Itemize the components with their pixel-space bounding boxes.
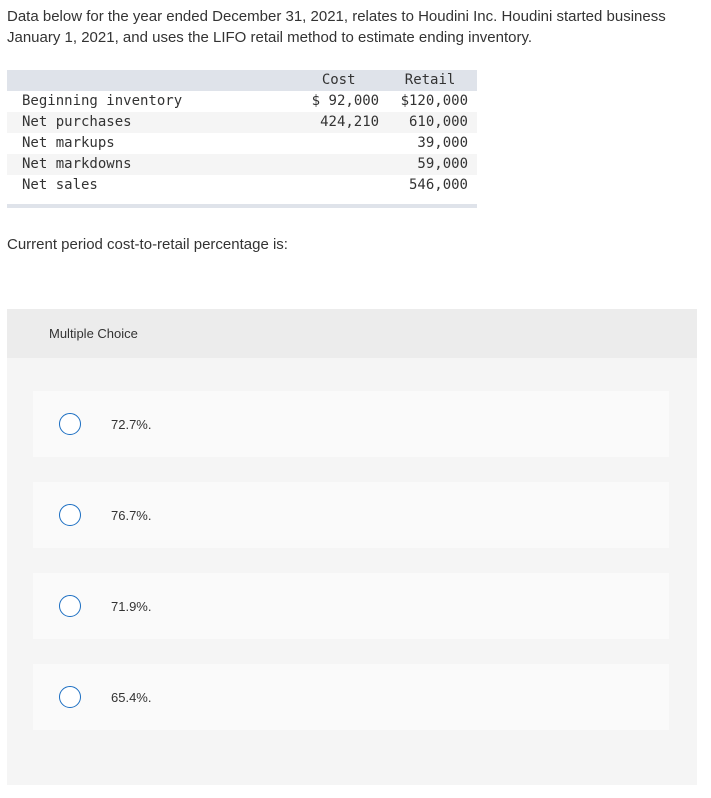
row-cost <box>294 154 383 175</box>
radio-button-icon[interactable] <box>59 686 81 708</box>
row-label: Net purchases <box>22 114 132 130</box>
question-intro: Data below for the year ended December 3… <box>7 6 703 48</box>
answer-option-3[interactable]: 71.9%. <box>33 573 669 639</box>
header-cost: Cost <box>321 72 356 88</box>
radio-button-icon[interactable] <box>59 504 81 526</box>
table-row: Net markups 39,000 <box>7 133 477 154</box>
answer-option-4[interactable]: 65.4%. <box>33 664 669 730</box>
row-cost <box>294 175 383 196</box>
table-row: Beginning inventory $ 92,000 $120,000 <box>7 91 477 112</box>
option-label: 72.7%. <box>111 416 152 432</box>
row-cost: $ 92,000 <box>311 93 380 109</box>
row-retail: 59,000 <box>417 156 468 172</box>
multiple-choice-header: Multiple Choice <box>7 309 697 358</box>
row-cost: 424,210 <box>320 114 380 130</box>
answer-option-2[interactable]: 76.7%. <box>33 482 669 548</box>
option-label: 76.7%. <box>111 507 152 523</box>
inventory-data-table: Cost Retail Beginning inventory $ 92,000… <box>7 70 477 196</box>
row-label: Beginning inventory <box>22 93 183 109</box>
table-row: Net markdowns 59,000 <box>7 154 477 175</box>
multiple-choice-panel: Multiple Choice 72.7%. 76.7%. 71.9%. 65.… <box>7 309 697 785</box>
row-label: Net markdowns <box>22 156 132 172</box>
intro-line-2: January 1, 2021, and uses the LIFO retai… <box>7 29 533 46</box>
header-label <box>7 70 294 91</box>
header-retail: Retail <box>404 72 456 88</box>
table-row: Net sales 546,000 <box>7 175 477 196</box>
row-retail: 610,000 <box>408 114 468 130</box>
row-retail: 39,000 <box>417 135 468 151</box>
intro-line-1: Data below for the year ended December 3… <box>7 8 666 25</box>
question-prompt: Current period cost-to-retail percentage… <box>7 236 288 253</box>
row-retail: 546,000 <box>408 177 468 193</box>
answer-option-1[interactable]: 72.7%. <box>33 391 669 457</box>
option-label: 71.9%. <box>111 598 152 614</box>
row-label: Net markups <box>22 135 115 151</box>
table-header-row: Cost Retail <box>7 70 477 91</box>
radio-button-icon[interactable] <box>59 595 81 617</box>
radio-button-icon[interactable] <box>59 413 81 435</box>
table-bottom-rule <box>7 204 477 208</box>
row-retail: $120,000 <box>400 93 468 109</box>
row-cost <box>294 133 383 154</box>
table-row: Net purchases 424,210 610,000 <box>7 112 477 133</box>
option-label: 65.4%. <box>111 689 152 705</box>
row-label: Net sales <box>22 177 98 193</box>
